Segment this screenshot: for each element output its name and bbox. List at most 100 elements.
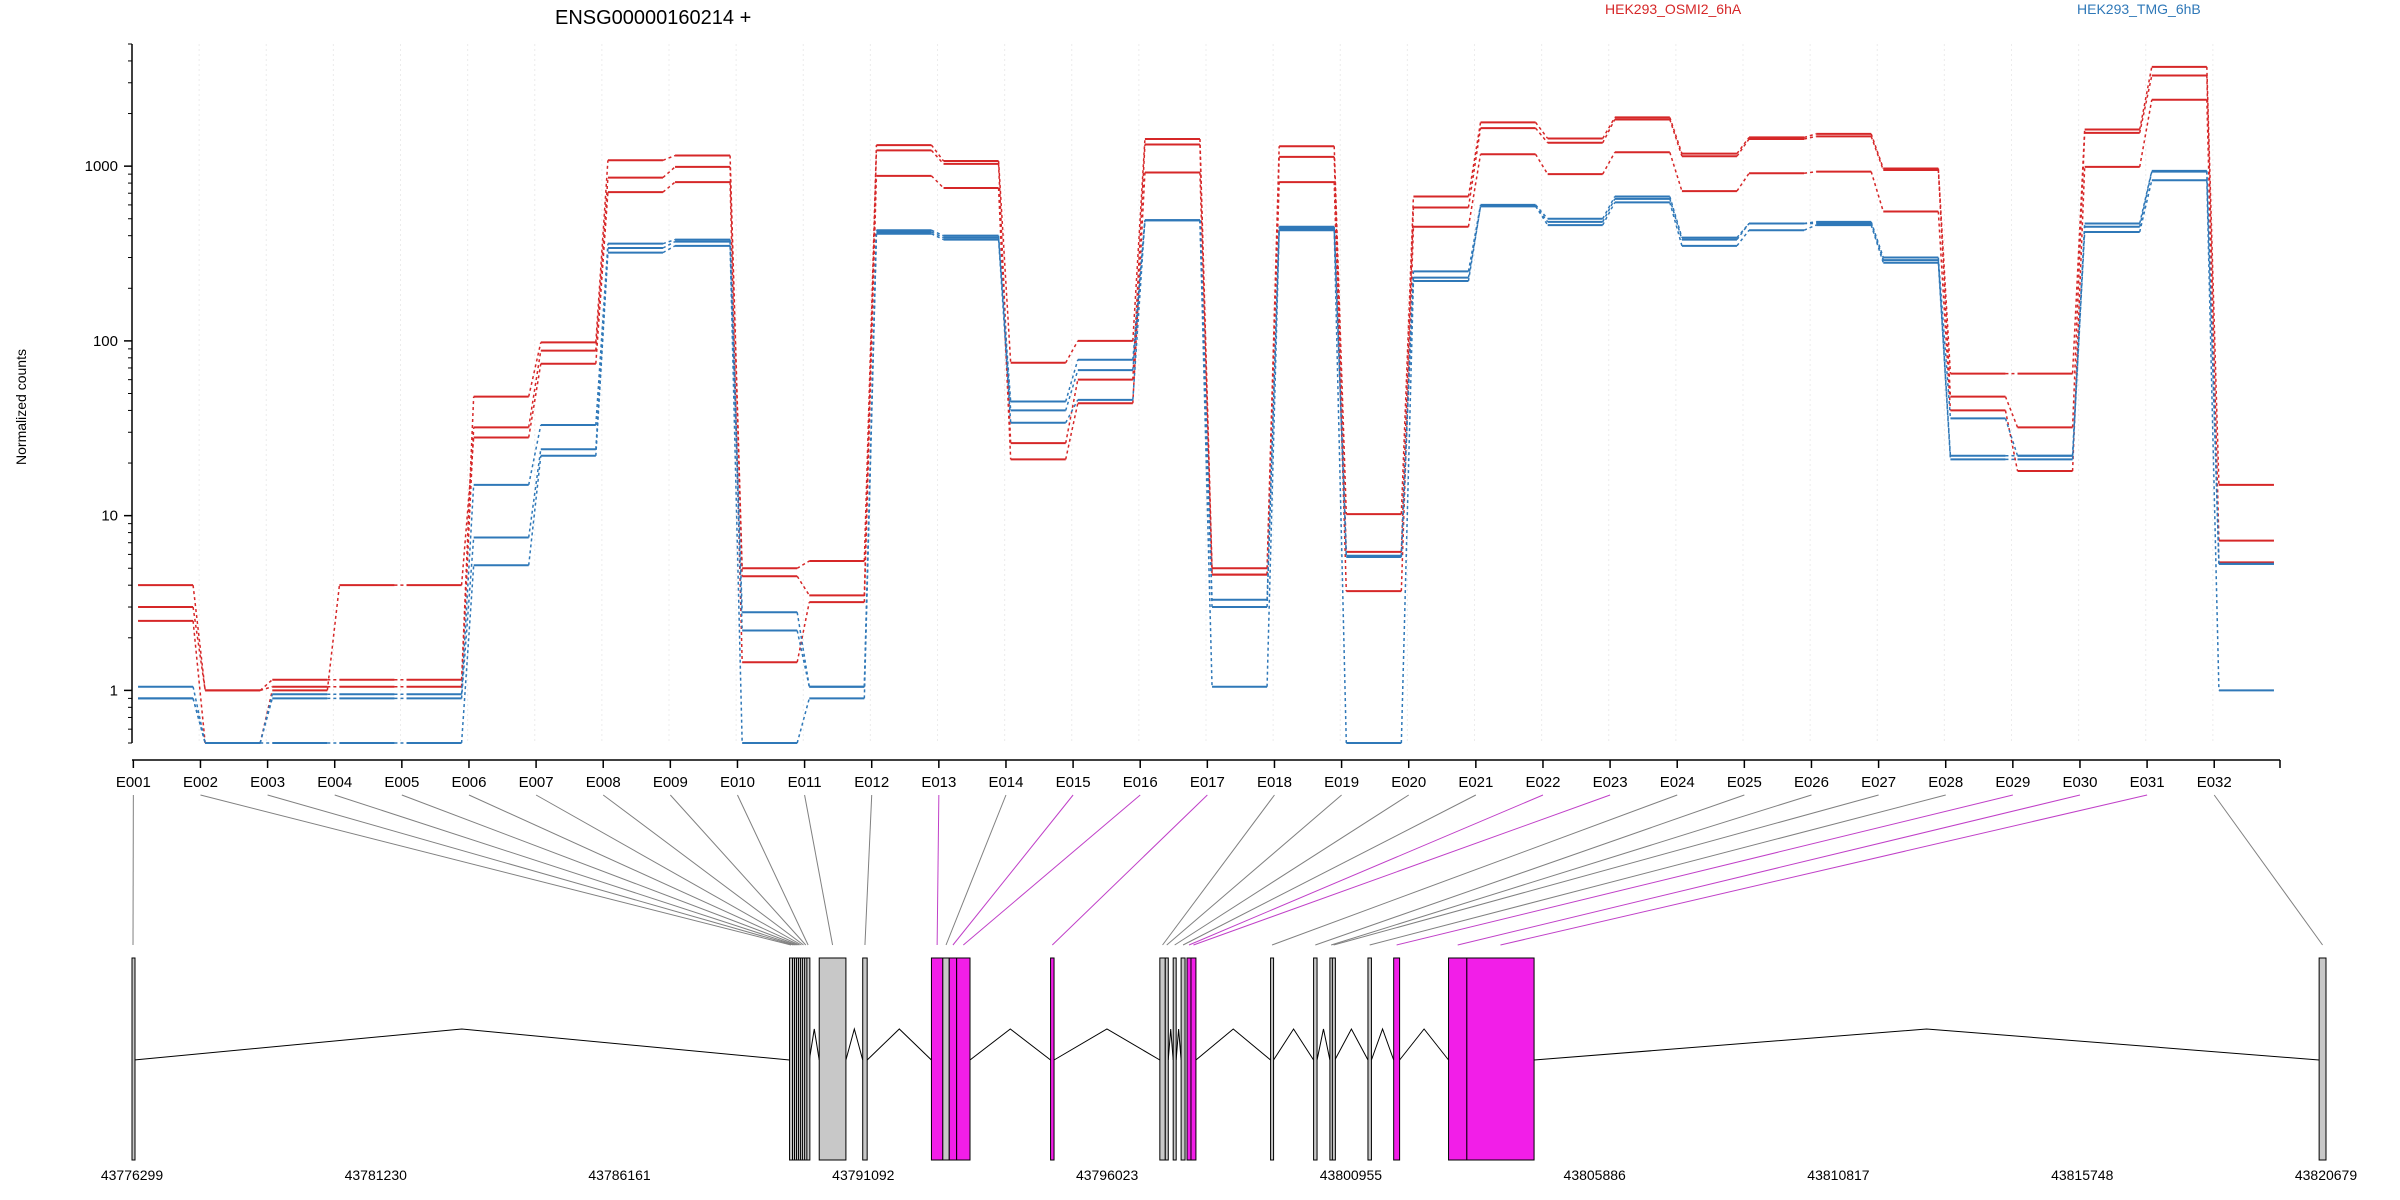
- coord-label: 43776299: [101, 1167, 164, 1183]
- x-tick-label-E028: E028: [1928, 774, 1963, 791]
- intron-E025: [1316, 1028, 1331, 1061]
- coord-label: 43791092: [832, 1167, 895, 1183]
- series-connector: [259, 679, 273, 691]
- connector-E012: [864, 794, 873, 946]
- series-connector: [1467, 206, 1482, 282]
- series-5: [138, 170, 2274, 744]
- exon-box-E025: [1313, 957, 1318, 1161]
- connector-E011: [804, 794, 834, 946]
- series-connector: [796, 698, 811, 744]
- exon-box-E018: [1159, 957, 1166, 1161]
- series-connector: [931, 229, 944, 237]
- x-tick-label-E019: E019: [1324, 774, 1359, 791]
- series-connector: [527, 449, 542, 538]
- series-connector: [662, 154, 676, 162]
- x-tick-label-E006: E006: [451, 774, 486, 791]
- series-connector: [1199, 220, 1213, 608]
- intron-E027: [1334, 1027, 1369, 1061]
- series-connector: [796, 630, 811, 687]
- exon-box-E001: [131, 957, 136, 1161]
- coord-label: 43800955: [1320, 1167, 1383, 1183]
- series-connector: [460, 396, 475, 680]
- series-connector: [527, 424, 542, 486]
- series-connector: [796, 560, 810, 569]
- series-connector: [931, 233, 944, 241]
- series-connector: [997, 163, 1012, 444]
- series-connector: [1937, 168, 1952, 374]
- series-connector: [1534, 153, 1549, 175]
- intron-E020: [1175, 1028, 1182, 1061]
- x-tick-label-E014: E014: [988, 774, 1023, 791]
- intron-E029: [1399, 1028, 1449, 1061]
- series-connector: [527, 363, 542, 438]
- exon-box-E031: [1466, 957, 1535, 1161]
- coord-label: 43796023: [1076, 1167, 1139, 1183]
- series-connector: [1132, 220, 1146, 371]
- exon-box-E014: [942, 957, 950, 1161]
- intron-E001: [133, 1028, 790, 1061]
- connector-E017: [1051, 794, 1208, 946]
- x-tick-label-E022: E022: [1525, 774, 1560, 791]
- series-connector: [2071, 166, 2086, 472]
- series-connector: [662, 181, 676, 193]
- intron-E031: [1534, 1028, 2320, 1061]
- connector-E018: [1162, 794, 1275, 946]
- series-connector: [1602, 196, 1616, 220]
- series-connector: [1669, 117, 1683, 154]
- connector-E024: [1271, 794, 1678, 946]
- y-tick-label: 1: [110, 682, 118, 699]
- intron-E028: [1370, 1027, 1395, 1061]
- connector-E008: [602, 794, 804, 946]
- exon-box-E015: [948, 957, 958, 1161]
- connector-E015: [952, 794, 1074, 946]
- exon-box-E017: [1050, 957, 1055, 1161]
- series-connector: [997, 239, 1012, 423]
- connector-E003: [267, 794, 794, 946]
- series-connector: [460, 537, 475, 699]
- exon-box-E027: [1331, 957, 1336, 1161]
- x-tick-label-E025: E025: [1727, 774, 1762, 791]
- series-connector: [1937, 262, 1952, 460]
- coord-label: 43810817: [1807, 1167, 1870, 1183]
- series-connector: [1870, 224, 1885, 263]
- connector-E023: [1193, 794, 1611, 946]
- series-connector: [1669, 202, 1683, 247]
- series-connector: [2138, 75, 2153, 134]
- series-connector: [796, 575, 810, 596]
- intron-E024: [1273, 1028, 1315, 1061]
- series-connector: [729, 166, 743, 577]
- series-connector: [997, 235, 1012, 402]
- exon-box-E013: [930, 957, 944, 1161]
- series-connector: [192, 606, 206, 691]
- series-connector: [527, 350, 542, 428]
- connector-E006: [468, 794, 800, 946]
- x-ticks: E001 E002 E003 E004 E005 E006 E007 E008 E009 E010…: [116, 760, 2281, 791]
- series-connector: [1602, 151, 1616, 175]
- series-connector: [1803, 135, 1817, 140]
- series-connector: [662, 238, 676, 245]
- y-tick-label: 100: [93, 333, 118, 350]
- series-connector: [2071, 132, 2086, 428]
- coord-label: 43815748: [2051, 1167, 2114, 1183]
- series-connector: [2071, 226, 2086, 456]
- series-connector: [259, 698, 274, 744]
- intron-E012: [866, 1028, 932, 1061]
- gene-model: [131, 957, 2327, 1161]
- x-tick-label-E004: E004: [317, 774, 352, 791]
- x-tick-label-E017: E017: [1190, 774, 1225, 791]
- x-tick-label-E016: E016: [1123, 774, 1158, 791]
- x-tick-label-E026: E026: [1794, 774, 1829, 791]
- series-connector: [1803, 133, 1817, 139]
- exon-box-E023: [1190, 957, 1197, 1161]
- connector-E021: [1182, 794, 1477, 946]
- x-tick-label-E015: E015: [1056, 774, 1091, 791]
- exon-box-E032: [2318, 957, 2327, 1161]
- x-tick-label-E012: E012: [854, 774, 889, 791]
- x-tick-label-E010: E010: [720, 774, 755, 791]
- series-connector: [1602, 117, 1616, 139]
- exon-box-E028: [1367, 957, 1372, 1161]
- connector-E009: [669, 794, 807, 946]
- series-connector: [1602, 119, 1616, 144]
- series-connector: [1132, 138, 1146, 341]
- series-connector: [1064, 369, 1079, 411]
